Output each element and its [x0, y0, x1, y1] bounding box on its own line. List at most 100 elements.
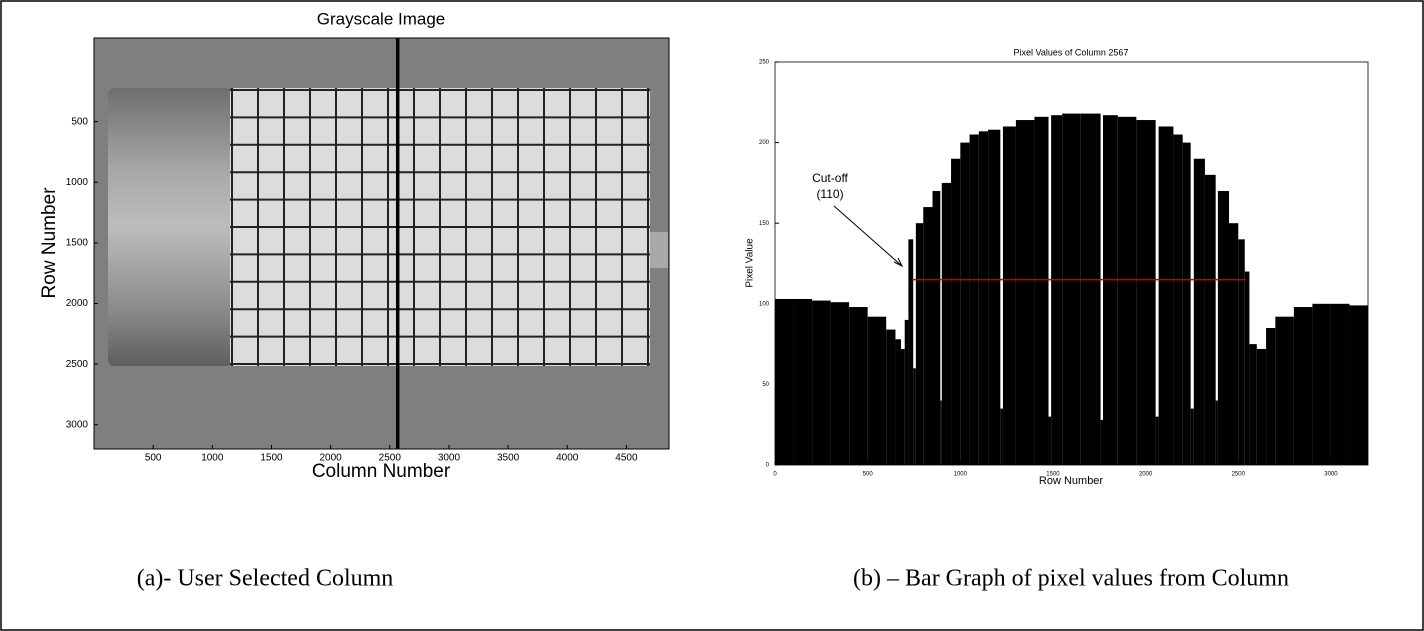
- bar: [886, 329, 896, 465]
- x-axis-label: Column Number: [312, 461, 451, 482]
- bar: [1293, 307, 1313, 465]
- bar: [1190, 408, 1194, 465]
- y-tick-label: 1500: [66, 238, 89, 249]
- bar: [1100, 419, 1104, 465]
- y-tick-label: 1000: [66, 177, 89, 188]
- bar: [941, 182, 952, 465]
- bar: [793, 298, 813, 465]
- bar: [901, 348, 905, 465]
- bar: [1090, 113, 1101, 466]
- x-tick-label: 1500: [260, 453, 283, 464]
- bar: [913, 368, 916, 465]
- chart-title: Grayscale Image: [317, 9, 446, 28]
- caption: (a)- User Selected Column: [137, 566, 394, 592]
- bar: [978, 131, 989, 466]
- bar: [960, 142, 970, 465]
- axes-frame: [93, 37, 670, 450]
- bar: [1249, 344, 1257, 465]
- chart-title: Pixel Values of Column 2567: [1014, 47, 1129, 57]
- bar: [1256, 348, 1267, 465]
- bar: [849, 307, 868, 465]
- bar: [1349, 305, 1368, 465]
- bar: [1158, 126, 1174, 465]
- y-tick-label: 3000: [66, 419, 89, 430]
- y-tick-label: 150: [759, 221, 770, 227]
- bar: [1015, 120, 1035, 466]
- x-tick-label: 500: [863, 472, 874, 478]
- y-tick-label: 500: [71, 116, 88, 127]
- bar: [775, 298, 794, 465]
- annotation-arrow: [833, 205, 904, 268]
- bar: [915, 223, 924, 465]
- bar: [1034, 116, 1049, 466]
- y-axis-label: Pixel Value: [745, 238, 756, 288]
- bar: [1193, 158, 1205, 465]
- x-tick-label: 3000: [438, 453, 461, 464]
- bar: [1002, 126, 1016, 465]
- bar: [1238, 239, 1245, 465]
- y-tick-label: 50: [762, 382, 769, 388]
- paper-grid: [230, 88, 650, 366]
- bar: [1275, 316, 1294, 465]
- bar: [895, 339, 902, 465]
- x-tick-label: 2000: [320, 453, 343, 464]
- x-axis-label: Row Number: [1039, 475, 1104, 487]
- bar: [867, 316, 887, 465]
- bar: [988, 129, 1001, 466]
- bar: [830, 302, 850, 465]
- bar: [1136, 120, 1156, 466]
- caption: (b) – Bar Graph of pixel values from Col…: [853, 566, 1289, 592]
- bar: [1330, 303, 1350, 465]
- x-tick-label: 3500: [497, 453, 520, 464]
- bar: [1204, 174, 1216, 465]
- x-tick-label: 4000: [556, 453, 579, 464]
- bar: [1080, 113, 1091, 466]
- x-tick-label: 2500: [379, 453, 402, 464]
- y-tick-label: 250: [759, 60, 770, 66]
- x-tick-label: 1000: [954, 472, 968, 478]
- y-tick-label: 0: [766, 463, 770, 469]
- bar: [969, 134, 979, 466]
- bar: [1048, 416, 1052, 465]
- cylinder-shaft: [648, 232, 668, 268]
- cylinder-metal: [108, 88, 232, 366]
- x-tick-label: 1500: [1046, 472, 1060, 478]
- bar: [1062, 113, 1072, 466]
- bar: [1103, 115, 1118, 466]
- bar: [1229, 223, 1239, 465]
- y-tick-label: 2500: [66, 359, 89, 370]
- bar: [940, 400, 942, 465]
- grayscale-image: [94, 38, 669, 449]
- x-tick-label: 3000: [1324, 472, 1338, 478]
- x-tick-label: 500: [145, 453, 162, 464]
- bar: [908, 239, 914, 465]
- bar: [1071, 113, 1081, 466]
- bar: [923, 207, 933, 465]
- bar: [932, 190, 941, 465]
- bar: [1266, 327, 1276, 465]
- x-tick-label: 4500: [615, 453, 638, 464]
- bar: [904, 319, 909, 465]
- bar: [951, 158, 961, 465]
- bar: [1217, 190, 1230, 465]
- bar: [1051, 115, 1063, 466]
- bar: [1244, 271, 1250, 465]
- annotation: (110): [816, 187, 843, 201]
- y-tick-label: 2000: [66, 298, 89, 309]
- bar: [1182, 142, 1191, 465]
- bar: [1173, 134, 1183, 466]
- x-tick-label: 0: [773, 472, 777, 478]
- bar: [1155, 416, 1159, 465]
- y-axis-label: Row Number: [39, 187, 60, 299]
- x-tick-label: 2000: [1139, 472, 1153, 478]
- bar: [1312, 303, 1331, 465]
- annotation: Cut-off: [812, 171, 848, 185]
- bar: [812, 300, 831, 465]
- x-tick-label: 1000: [201, 453, 224, 464]
- bar: [1000, 408, 1003, 465]
- x-tick-label: 2500: [1232, 472, 1246, 478]
- bar: [1117, 116, 1137, 466]
- y-tick-label: 100: [759, 301, 770, 307]
- y-tick-label: 200: [759, 140, 770, 146]
